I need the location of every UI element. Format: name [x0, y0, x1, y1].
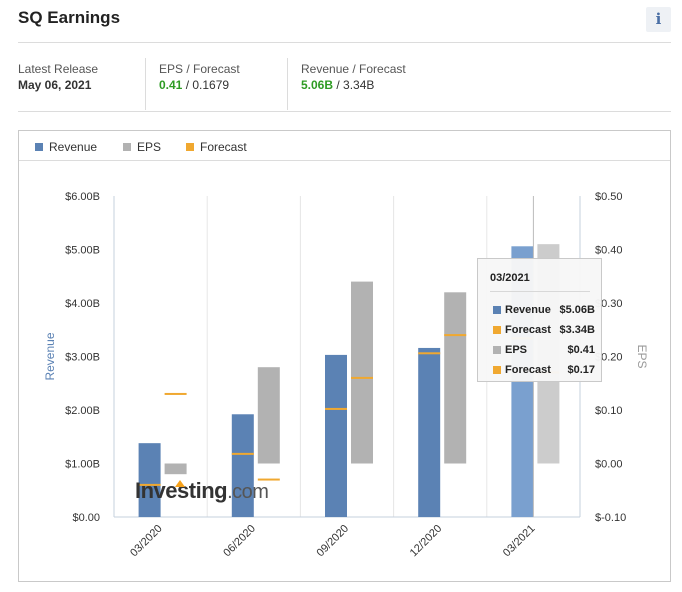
eps-actual: 0.41 [159, 78, 183, 92]
legend-item-revenue[interactable]: Revenue [35, 140, 97, 154]
tooltip-row-value: $0.41 [567, 344, 595, 356]
revenue-forecast-marker [138, 483, 161, 486]
revenue-bar [231, 414, 254, 517]
tooltip-row-revenue-forecast: Forecast $3.34B [493, 324, 595, 336]
stat-divider [145, 58, 146, 110]
logo-suffix: .com [227, 481, 269, 503]
y-tick-label: $3.00B [65, 352, 100, 364]
logo-accent-icon [175, 480, 185, 487]
tooltip-row-name: Forecast [505, 364, 551, 376]
stat-value: 0.41 / 0.1679 [159, 78, 240, 92]
y2-tick-label: $-0.10 [595, 512, 626, 524]
x-tick-label: 06/2020 [221, 523, 258, 560]
y2-tick-label: $0.40 [595, 245, 623, 257]
legend-item-eps[interactable]: EPS [123, 140, 161, 154]
tooltip-row-eps: EPS $0.41 [493, 344, 595, 356]
eps-bar [164, 463, 187, 475]
stat-revenue-forecast: Revenue / Forecast 5.06B / 3.34B [301, 62, 406, 92]
stat-divider [287, 58, 288, 110]
stat-eps-forecast: EPS / Forecast 0.41 / 0.1679 [159, 62, 240, 92]
stats-divider [18, 111, 671, 112]
y-tick-label: $2.00B [65, 405, 100, 417]
legend-divider [19, 160, 670, 161]
tooltip-divider [490, 291, 590, 292]
x-tick-label: 12/2020 [408, 523, 445, 560]
stat-latest-release: Latest Release May 06, 2021 [18, 62, 98, 92]
page-title: SQ Earnings [18, 8, 121, 27]
chart-tooltip: 03/2021 Revenue $5.06B Forecast $3.34B E… [477, 258, 602, 382]
eps-bar [351, 281, 373, 464]
tooltip-title: 03/2021 [490, 272, 530, 284]
y2-tick-label: $0.50 [595, 191, 623, 203]
y-tick-label: $0.00 [72, 512, 100, 524]
eps-forecast-marker [351, 376, 373, 379]
legend-label: Forecast [200, 140, 247, 154]
tooltip-row-value: $5.06B [559, 304, 595, 316]
legend-label: Revenue [49, 140, 98, 154]
legend-label: EPS [137, 140, 162, 154]
y2-tick-label: $0.10 [595, 405, 623, 417]
x-tick-label: 03/2020 [128, 523, 165, 560]
tooltip-row-eps-forecast: Forecast $0.17 [493, 364, 595, 376]
y2-tick-label: $0.00 [595, 459, 623, 471]
y-tick-label: $4.00B [65, 298, 100, 310]
y-tick-label: $5.00B [65, 245, 100, 257]
revenue-bar [138, 443, 161, 517]
stat-value: 5.06B / 3.34B [301, 78, 406, 92]
tooltip-row-name: EPS [505, 344, 528, 356]
eps-forecast-marker [444, 334, 467, 337]
stat-label: Latest Release [18, 62, 99, 76]
tooltip-row-name: Revenue [505, 304, 551, 316]
info-icon[interactable]: i [646, 7, 671, 32]
legend-swatch [123, 143, 131, 151]
y-tick-label: $1.00B [65, 459, 100, 471]
eps-bar [257, 367, 280, 464]
tooltip-swatch [493, 326, 501, 334]
header-divider [18, 42, 671, 43]
legend-item-forecast[interactable]: Forecast [186, 140, 247, 154]
legend-swatch [186, 143, 194, 151]
stat-label: Revenue / Forecast [301, 62, 406, 76]
eps-forecast-marker [257, 478, 280, 481]
revenue-bar [325, 354, 347, 517]
revenue-forecast-marker [231, 452, 254, 455]
revenue-forecast-marker [418, 352, 441, 355]
tooltip-swatch [493, 306, 501, 314]
tooltip-row-name: Forecast [505, 324, 551, 336]
tooltip-row-revenue: Revenue $5.06B [493, 304, 595, 316]
revenue-actual: 5.06B [301, 78, 334, 92]
tooltip-row-value: $0.17 [567, 364, 595, 376]
revenue-forecast: / 3.34B [333, 78, 375, 92]
tooltip-row-value: $3.34B [559, 324, 595, 336]
legend-swatch [35, 143, 43, 151]
tooltip-swatch [493, 346, 501, 354]
y-tick-label: $6.00B [65, 191, 100, 203]
investing-logo: Investing.com [135, 478, 269, 504]
y-axis-title: Revenue [43, 332, 57, 380]
revenue-bar [418, 347, 441, 517]
y2-axis-title: EPS [635, 344, 649, 368]
stat-label: EPS / Forecast [159, 62, 240, 76]
stat-value: May 06, 2021 [18, 78, 92, 92]
tooltip-swatch [493, 366, 501, 374]
revenue-forecast-marker [325, 407, 347, 410]
eps-forecast: / 0.1679 [182, 78, 230, 92]
x-tick-label: 09/2020 [315, 523, 352, 560]
eps-forecast-marker [164, 392, 187, 395]
eps-bar [444, 292, 467, 464]
x-tick-label: 03/2021 [501, 523, 538, 560]
